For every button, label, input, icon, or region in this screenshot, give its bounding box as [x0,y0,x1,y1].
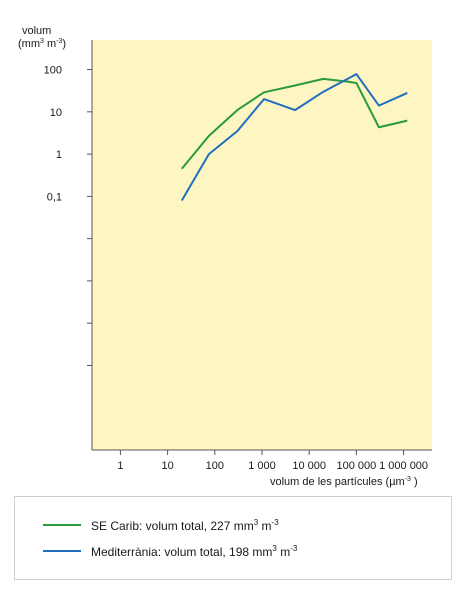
x-tick-label: 1 000 000 [379,460,428,472]
series-line-se-carib [181,77,408,170]
x-tick-label: 10 000 [292,460,326,472]
x-tick-label: 1 [117,460,123,472]
y-tick-label: 0,1 [47,191,62,203]
x-tick-label: 100 000 [337,460,377,472]
y-axis-label-line2: (mm3 m-3) [18,38,66,50]
plot-area [92,40,432,450]
series-line-mediterrania [180,73,408,202]
series-lines [180,73,408,202]
legend-label-se-carib: SE Carib: volum total, 227 mm3 m-3 [91,517,279,533]
legend-label-mediterrania: Mediterrània: volum total, 198 mm3 m-3 [91,543,298,559]
y-axis-ticks: 100 10 1 0,1 [44,65,92,366]
y-axis-label-line1: volum [22,25,51,37]
x-axis-label: volum de les partícules (µm-3 ) [270,476,418,488]
y-tick-label: 1 [56,149,62,161]
legend-item-mediterrania: Mediterrània: volum total, 198 mm3 m-3 [43,543,297,559]
x-axis-ticks: 1 10 100 1 000 10 000 100 000 1 000 000 [117,450,428,472]
x-tick-label: 100 [206,460,224,472]
legend: SE Carib: volum total, 227 mm3 m-3 Medit… [14,496,452,580]
x-tick-label: 10 [161,460,173,472]
y-tick-label: 10 [50,107,62,119]
legend-swatch-se-carib [43,524,81,526]
legend-item-se-carib: SE Carib: volum total, 227 mm3 m-3 [43,517,279,533]
x-tick-label: 1 000 [248,460,276,472]
legend-swatch-mediterrania [43,550,81,552]
y-tick-label: 100 [44,65,62,77]
